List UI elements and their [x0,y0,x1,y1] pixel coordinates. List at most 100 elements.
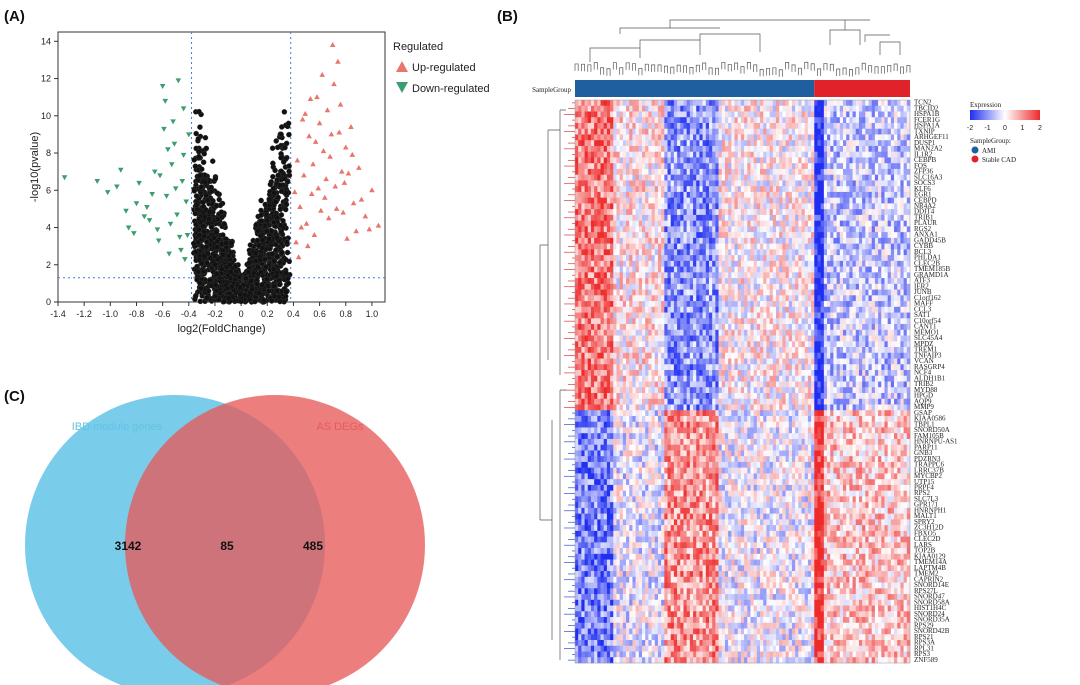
heat-cell [721,226,726,233]
heat-cell [795,237,799,244]
heat-cell [788,122,793,130]
heat-cell [820,117,825,124]
heat-cell [865,243,869,250]
heat-cell [906,145,911,153]
heat-cell [702,220,707,227]
heat-cell [798,243,802,250]
heat-cell [575,134,579,141]
heat-cell [862,220,866,227]
heat-cell [715,260,719,267]
heat-cell [677,145,681,153]
heat-cell [753,226,758,233]
heat-cell [734,100,739,107]
heat-cell [779,209,783,216]
heat-cell [817,203,821,210]
heat-cell [849,117,853,124]
heat-cell [849,232,853,239]
heat-cell [600,140,605,147]
ns-point [204,239,210,245]
heat-cell [661,237,665,244]
heat-cell [680,209,684,216]
heat-cell [622,122,627,130]
heat-cell [587,278,592,285]
heat-cell [900,140,904,147]
heat-cell [705,278,710,285]
heat-cell [696,203,700,210]
dendro-link [759,69,764,77]
dendro-link [676,64,681,73]
heat-cell [760,214,764,221]
heat-cell [600,278,605,285]
heat-cell [750,117,754,124]
heat-cell [657,203,662,210]
ns-point [252,258,259,264]
heat-cell [894,214,898,221]
heat-cell [610,151,614,158]
heat-cell [820,168,825,175]
heat-cell [578,272,582,279]
heat-cell [606,283,611,290]
heat-cell [814,249,818,256]
heat-cell [801,249,806,256]
heat-cell [753,157,758,164]
heat-cell [756,232,761,239]
heat-cell [795,272,799,279]
heat-cell [657,122,662,130]
heat-cell [769,278,774,285]
heat-cell [890,105,895,112]
heat-cell [744,266,748,273]
ns-point [197,124,203,130]
heat-cell [597,122,601,130]
heat-cell [878,272,882,279]
heat-cell [578,111,582,118]
heat-cell [737,237,742,244]
ns-point [203,244,210,250]
heat-cell [661,220,665,227]
down-point [163,193,170,199]
heat-cell [642,151,646,158]
heat-cell [664,226,668,233]
heat-cell [827,266,831,273]
down-point [133,201,140,207]
ns-point [278,131,284,138]
heat-cell [677,197,681,204]
heat-cell [763,163,767,170]
heat-cell [906,105,911,112]
heat-cell [753,232,758,239]
heat-cell [894,134,898,141]
heat-cell [772,191,777,198]
heat-cell [597,283,601,290]
y-axis-title: -log10(pvalue) [29,132,41,202]
ns-point [193,130,199,137]
heat-cell [728,197,732,204]
heat-cell [769,174,774,181]
heat-cell [648,226,652,233]
heat-cell [581,105,585,112]
heat-cell [827,180,831,187]
heat-cell [642,220,646,227]
heat-cell [670,128,675,135]
x-tick-label: 0.2 [261,309,274,319]
ns-point [271,258,277,264]
heat-cell [734,145,739,153]
heat-cell [887,163,892,170]
dendro-link [772,67,777,75]
heat-cell [578,243,582,250]
heat-cell [903,237,908,244]
heat-cell [817,151,821,158]
heat-cell [779,105,783,112]
heat-cell [613,209,617,216]
heat-cell [581,243,585,250]
heat-cell [827,122,831,130]
heat-cell [696,243,700,250]
heat-cell [616,249,620,256]
heat-cell [817,255,821,262]
heat-cell [622,157,627,164]
heat-cell [776,111,780,118]
heat-cell [622,220,627,227]
ns-point [196,227,202,233]
heat-cell [849,197,853,204]
heat-cell [734,140,739,147]
heat-cell [897,237,901,244]
heat-cell [843,168,847,175]
